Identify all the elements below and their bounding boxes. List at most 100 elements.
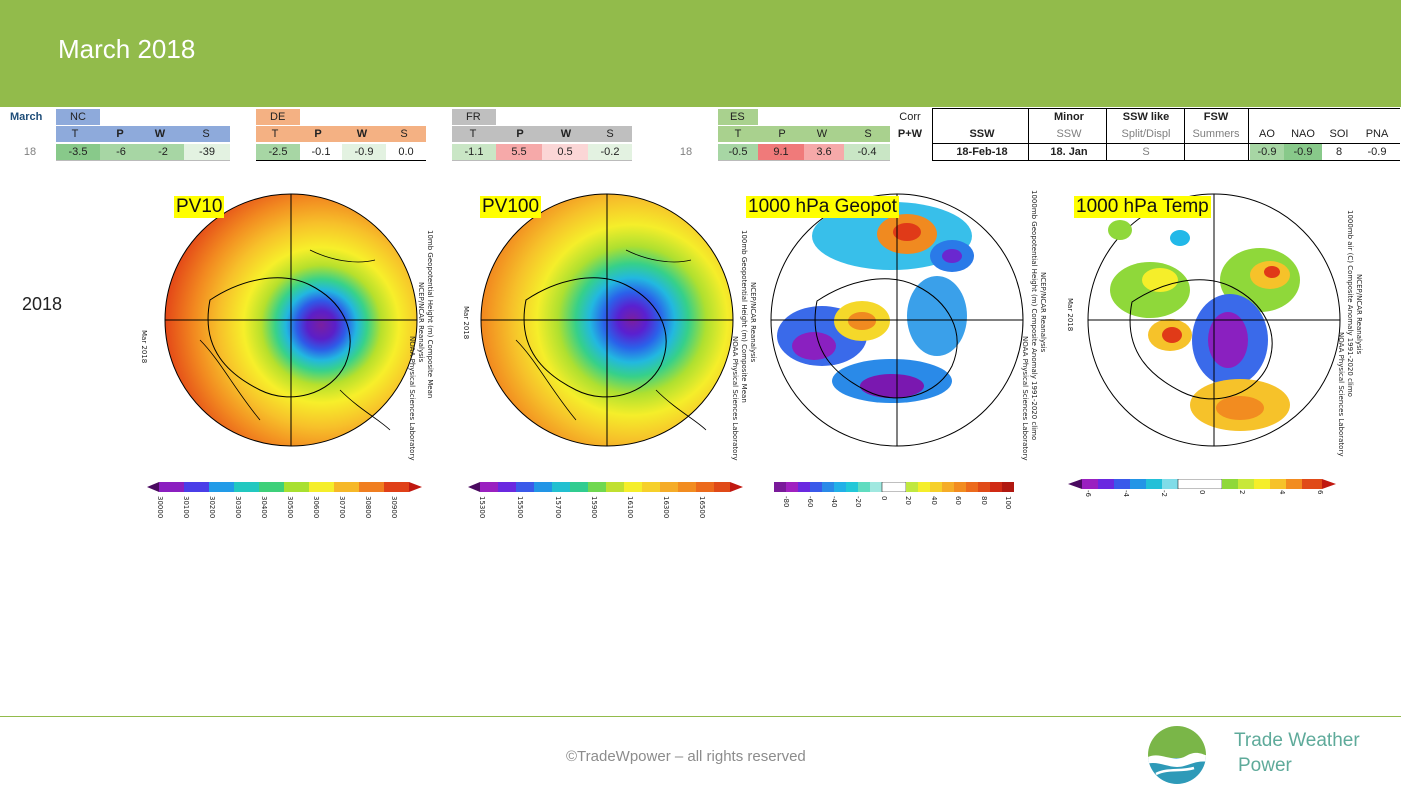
pv10-tick: 30400: [260, 496, 268, 519]
fr-col-w: W: [560, 128, 572, 140]
fr-col-p: P: [516, 128, 524, 140]
pv100-tick: 16300: [662, 496, 670, 519]
pv10-tick: 30000: [156, 496, 164, 519]
temp-credit-3: NOAA Physical Sciences Laboratory: [1337, 332, 1345, 457]
nc-col-t: T: [71, 128, 79, 140]
temp-tick: -2: [1160, 490, 1168, 497]
temp-tick: 6: [1316, 490, 1324, 495]
pv10-tick: 30700: [338, 496, 346, 519]
pv100-tick: 15500: [516, 496, 524, 519]
map-pv100: PV100 Mar 2018 100mb Geopotential Height…: [456, 190, 757, 530]
fsw-header: FSW: [1203, 111, 1229, 123]
ssw-header: SSW: [969, 128, 995, 140]
ssw-like-subheader: Split/Displ: [1121, 128, 1171, 140]
de-p-value: -0.1: [311, 146, 331, 158]
pna-label: PNA: [1365, 128, 1389, 140]
corr-label: Corr: [899, 111, 921, 123]
pv10-colorbar: [147, 482, 422, 492]
pv100-credit-3: NOAA Physical Sciences Laboratory: [731, 336, 739, 461]
geopot-tick: -80: [782, 496, 790, 508]
fr-subheader-band: [452, 126, 632, 142]
pv10-credit-1: NCEP/NCAR Reanalysis: [417, 282, 425, 363]
nc-s-value: -39: [184, 144, 230, 160]
nc-t-value: -3.5: [56, 144, 100, 160]
pv10-tick: 30300: [234, 496, 242, 519]
pv10-credit-2: 10mb Geopotential Height (m) Composite M…: [426, 230, 434, 399]
ssw-date-value: 18-Feb-18: [956, 146, 1008, 158]
geopot-tick: 20: [904, 496, 912, 505]
nc-subheader-band: [56, 126, 230, 142]
pv100-polar-plot: [480, 193, 734, 447]
de-w-value: -0.9: [342, 144, 386, 160]
pv10-tick: 30200: [208, 496, 216, 519]
fr-s-value: -0.2: [588, 144, 632, 160]
pv100-tick: 15300: [478, 496, 486, 519]
ao-label: AO: [1259, 128, 1275, 140]
fr-col-t: T: [469, 128, 477, 140]
temp-colorbar: [1068, 479, 1336, 489]
temp-tick: 0: [1198, 490, 1206, 495]
es-s-value: -0.4: [844, 144, 890, 160]
temp-tick: 2: [1238, 490, 1246, 495]
geopot-tick: 0: [880, 496, 888, 501]
row-year-label: 2018: [22, 294, 63, 314]
nao-label: NAO: [1291, 128, 1315, 140]
table-border: [932, 108, 933, 161]
nao-value: -0.9: [1284, 144, 1322, 160]
table-border: [932, 108, 1400, 109]
fr-col-s: S: [606, 128, 614, 140]
geopot-tick: 100: [1004, 496, 1012, 510]
es-col-t: T: [734, 128, 742, 140]
de-col-t: T: [271, 128, 279, 140]
es-header: ES: [718, 109, 758, 125]
pv100-tick: 16100: [626, 496, 634, 519]
geopot-polar-plot: [770, 193, 1024, 447]
fsw-value: [1186, 144, 1246, 160]
geopot-label: 1000 hPa Geopot: [746, 196, 899, 218]
temp-tick: 4: [1278, 490, 1286, 495]
fsw-subheader: Summers: [1192, 128, 1240, 140]
trade-weather-power-logo-icon: [1148, 726, 1206, 784]
nc-col-w: W: [154, 128, 166, 140]
nc-col-s: S: [202, 128, 210, 140]
pv10-label: PV10: [174, 196, 225, 218]
nc-p-value: -6: [100, 144, 142, 160]
page-title: March 2018: [58, 34, 196, 64]
table-border: [452, 160, 632, 161]
brand-name-line1: Trade Weather: [1234, 730, 1360, 751]
geopot-tick: -40: [830, 496, 838, 508]
ssw-like-header: SSW like: [1122, 111, 1170, 123]
es-col-w: W: [816, 128, 828, 140]
es-year-value: 18: [679, 146, 693, 158]
geopot-credit-2: 1000mb Geopotential Height (m) Composite…: [1030, 190, 1038, 441]
title-bar: March 2018: [0, 0, 1401, 107]
minor-subheader: SSW: [1056, 128, 1082, 140]
footer-divider: [0, 716, 1401, 717]
es-p-value: 9.1: [758, 144, 804, 160]
corr-sublabel: P+W: [897, 128, 923, 140]
geopot-credit-3: NOAA Physical Sciences Laboratory: [1021, 336, 1029, 461]
ao-value: -0.9: [1250, 144, 1284, 160]
nc-col-p: P: [116, 128, 124, 140]
table-border: [1028, 108, 1029, 161]
map-1000hpa-geopot: 1000 hPa Geopot 1000mb Geopotential Heig…: [742, 186, 1047, 526]
nc-w-value: -2: [142, 144, 184, 160]
temp-tick: -6: [1084, 490, 1092, 497]
geopot-colorbar: [774, 482, 1014, 492]
nc-header: NC: [56, 109, 100, 125]
geopot-tick: 60: [954, 496, 962, 505]
temp-tick: -4: [1122, 490, 1130, 497]
pv10-tick: 30800: [364, 496, 372, 519]
es-col-s: S: [864, 128, 872, 140]
table-border: [932, 143, 1400, 144]
pv100-colorbar: [468, 482, 743, 492]
pv100-tick: 15900: [590, 496, 598, 519]
temp-credit-1: NCEP/NCAR Reanalysis: [1355, 274, 1363, 355]
de-s-value: 0.0: [398, 146, 414, 158]
geopot-tick: 80: [980, 496, 988, 505]
table-border: [932, 160, 1400, 161]
pv10-tick: 30100: [182, 496, 190, 519]
geopot-tick: -20: [854, 496, 862, 508]
es-w-value: 3.6: [804, 144, 844, 160]
geopot-credit-1: NCEP/NCAR Reanalysis: [1039, 272, 1047, 353]
